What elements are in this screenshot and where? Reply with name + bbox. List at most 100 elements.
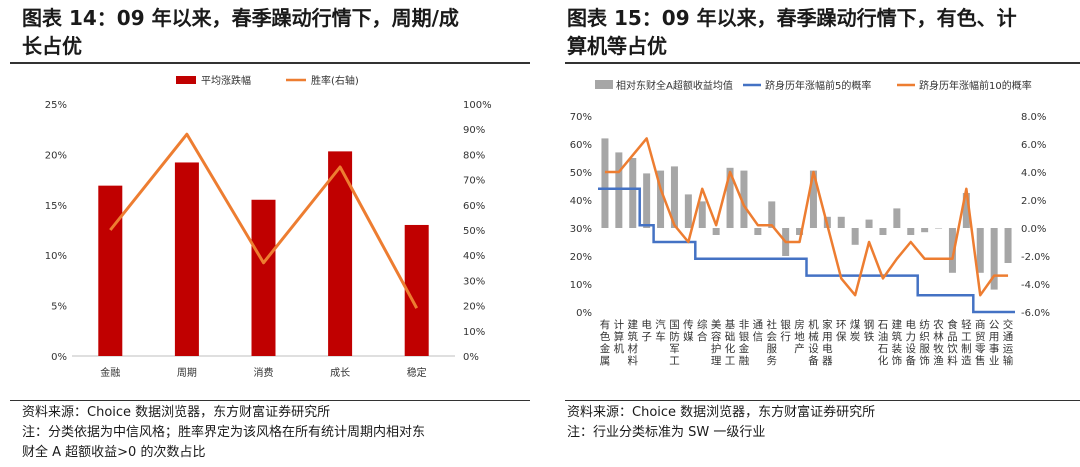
y-left-tick: 30% [570,224,592,235]
industry-excess-return-chart: 相对东财全A超额收益均值 跻身历年涨幅前5的概率 跻身历年涨幅前10的概率 0% 10%… [570,79,1050,367]
x-tick-label: 家用电器 [822,318,833,367]
x-tick-label: 稳定 [407,366,427,379]
left-title-line1: 图表 14：09 年以来，春季躁动行情下，周期/成 [22,6,459,30]
y-left-tick: 60% [570,140,592,151]
y-left-tick: 15% [45,201,67,212]
left-source: 资料来源：Choice 数据浏览器，东方财富证券研究所 [22,405,331,420]
bar-mark [670,166,678,228]
y-right-tick: 80% [463,150,485,161]
x-tick-label: 汽车 [655,318,666,343]
left-title-line2: 长占优 [22,34,82,58]
x-tick-label: 食品饮料 [947,318,958,367]
y-right-tick: 10% [463,327,485,338]
bar-mark [1004,228,1012,263]
x-tick-label: 消费 [254,366,274,379]
bar-mark [851,228,859,245]
right-panel: 图表 15：09 年以来，春季躁动行情下，有色、计 算机等占优 相对东财全A超额… [555,0,1080,467]
x-tick-label: 机械设备 [808,318,819,367]
right-chart-title: 图表 15：09 年以来，春季躁动行情下，有色、计 算机等占优 [567,4,1077,60]
x-tick-label: 美容护理 [711,318,722,367]
y-right-tick: 100% [463,100,492,111]
legend-line-label: 胜率(右轴) [311,74,359,87]
bar-mark [879,228,887,235]
y-left-tick: 5% [51,302,67,313]
bar-mark [893,208,901,228]
x-tick-label: 非银金融 [739,319,750,367]
x-tick-label: 商贸零售 [975,318,986,367]
bar-mark [684,194,692,228]
bar-mark [976,228,984,273]
y-right-tick: 90% [463,125,485,136]
y-left-tick: 20% [570,252,592,263]
x-tick-label: 国防军工 [669,319,680,367]
right-source: 资料来源：Choice 数据浏览器，东方财富证券研究所 [567,405,876,420]
x-tick-label: 房地产 [794,318,805,355]
y-right-tick: 6.0% [1021,140,1046,151]
y-left-tick: 50% [570,168,592,179]
x-tick-label: 银行 [780,318,791,343]
legend-top5-label: 跻身历年涨幅前5的概率 [765,79,871,92]
x-tick-label: 交通运输 [1003,318,1014,367]
legend-bar-swatch [595,80,613,89]
y-right-tick: 20% [463,302,485,313]
bar-mark [837,216,845,228]
bar-mark [935,228,943,229]
top10-probability-line [604,137,1009,297]
bar-mark [768,201,776,228]
legend-top10-label: 跻身历年涨幅前10的概率 [919,79,1032,92]
x-tick-label: 通信 [753,319,764,343]
x-tick-label: 建筑材料 [628,318,639,367]
x-tick-label: 有色金属 [600,318,611,367]
y-right-tick: 60% [463,201,485,212]
y-right-tick: 30% [463,276,485,287]
x-tick-label: 电力设备 [906,318,917,367]
left-chart-title: 图表 14：09 年以来，春季躁动行情下，周期/成 长占优 [22,4,512,60]
y-left-tick: 70% [570,112,592,123]
x-tick-label: 轻工制造 [961,318,972,367]
bar-mark [754,228,762,235]
y-left-tick: 0% [576,308,592,319]
x-tick-label: 传媒 [683,319,694,343]
bar-mark [698,201,706,228]
y-right-tick: 0% [463,352,479,363]
bar-mark [726,167,734,228]
y-right-tick: 0.0% [1021,224,1046,235]
y-left-tick: 40% [570,196,592,207]
left-note-line2: 财全 A 超额收益>0 的次数占比 [22,445,206,460]
legend-bar-swatch [176,76,196,84]
x-tick-label: 成长 [330,367,350,379]
bar-mark [796,228,804,235]
bar-mark [990,228,998,290]
left-foot-divider [10,400,530,401]
x-tick-label: 周期 [177,367,197,379]
legend-bar-label: 平均涨跌幅 [201,74,251,87]
y-right-tick: -4.0% [1021,280,1050,291]
right-title-line2: 算机等占优 [567,34,667,58]
left-title-divider [10,62,530,64]
y-right-tick: -2.0% [1021,252,1050,263]
x-tick-label: 煤炭 [850,318,861,343]
bar-mark [948,228,956,273]
x-tick-label: 石油石化 [878,319,889,367]
y-right-tick: 4.0% [1021,168,1046,179]
y-right-tick: 8.0% [1021,112,1046,123]
x-tick-label: 综合 [697,318,708,343]
bar-mark [809,170,817,228]
win-rate-line [109,132,419,309]
right-title-line1: 图表 15：09 年以来，春季躁动行情下，有色、计 [567,6,1017,30]
x-tick-label: 环保 [836,319,847,343]
x-tick-label: 基础化工 [725,318,736,367]
bar-mark [907,228,915,235]
bar-mark [601,138,609,228]
bar-mark [657,170,665,228]
y-left-tick: 10% [570,280,592,291]
x-tick-label: 计算机 [614,318,625,355]
right-foot-divider [565,400,1080,401]
x-tick-label: 金融 [100,366,120,379]
bar-mark [712,228,720,235]
y-left-tick: 0% [51,352,67,363]
bar-mark [629,158,637,228]
x-tick-label: 社会服务 [767,318,778,367]
style-return-chart: 平均涨跌幅 胜率(右轴) 0% 5% 10% 15% 20% 25% 0% 10% 20% 30% 40… [45,74,492,379]
bar-mark [865,219,873,228]
